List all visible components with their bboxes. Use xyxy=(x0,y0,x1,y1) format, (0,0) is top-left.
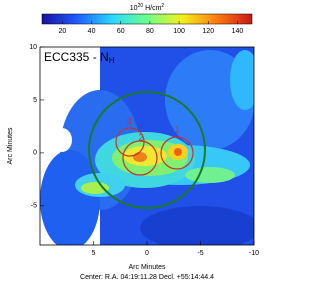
colorbar-label-base: 10 xyxy=(130,5,138,12)
map-region xyxy=(40,150,100,245)
region-circle xyxy=(115,127,145,157)
title-subscript: H xyxy=(109,56,115,65)
colorbar-tick-label: 80 xyxy=(146,28,154,35)
colorbar-tick-label: 60 xyxy=(117,28,125,35)
column-density-map xyxy=(40,47,254,245)
x-tick-label: 5 xyxy=(92,250,96,257)
region-label: 2 xyxy=(138,132,143,142)
colorbar-label-exp: 20 xyxy=(138,3,144,9)
x-tick-label: -5 xyxy=(197,250,203,257)
map-region xyxy=(230,50,254,110)
title-text: ECC335 - N xyxy=(44,50,109,64)
colorbar-tick-label: 140 xyxy=(232,28,244,35)
y-tick-label: -5 xyxy=(31,203,37,210)
map-blank xyxy=(52,128,72,152)
chart: 1 2 3 ECC335 - NH 1020 H/cm2 Arc Minutes… xyxy=(7,3,259,281)
y-tick-label: 10 xyxy=(29,44,37,51)
x-axis-label: Arc Minutes xyxy=(129,264,166,271)
x-tick-label: -10 xyxy=(249,250,259,257)
colorbar-tick-label: 100 xyxy=(173,28,185,35)
colorbar-tick-label: 120 xyxy=(202,28,214,35)
map-region xyxy=(81,182,109,194)
colorbar-tick-label: 40 xyxy=(88,28,96,35)
colorbar-tick-label: 20 xyxy=(59,28,67,35)
map-region xyxy=(140,206,254,245)
region-circle xyxy=(122,140,158,176)
map-region xyxy=(174,148,182,156)
colorbar-label-unit: H/cm xyxy=(143,5,161,12)
colorbar-label: 1020 H/cm2 xyxy=(130,3,165,12)
region-label: 3 xyxy=(126,116,131,126)
map-region xyxy=(133,152,147,162)
y-tick-label: 0 xyxy=(33,150,37,157)
beam-circle xyxy=(88,91,206,209)
x-tick-label: 0 xyxy=(145,250,149,257)
caption: Center: R.A. 04:19:11.28 Decl. +55:14:44… xyxy=(80,274,214,281)
chart-title: ECC335 - NH xyxy=(44,50,115,65)
colorbar-label-unit-exp: 2 xyxy=(161,3,164,9)
y-axis-label: Arc Minutes xyxy=(7,127,14,164)
region-circle xyxy=(160,136,194,170)
region-label: 1 xyxy=(174,124,179,134)
colorbar xyxy=(41,13,253,25)
y-tick-label: 5 xyxy=(33,97,37,104)
map-region xyxy=(185,167,235,183)
